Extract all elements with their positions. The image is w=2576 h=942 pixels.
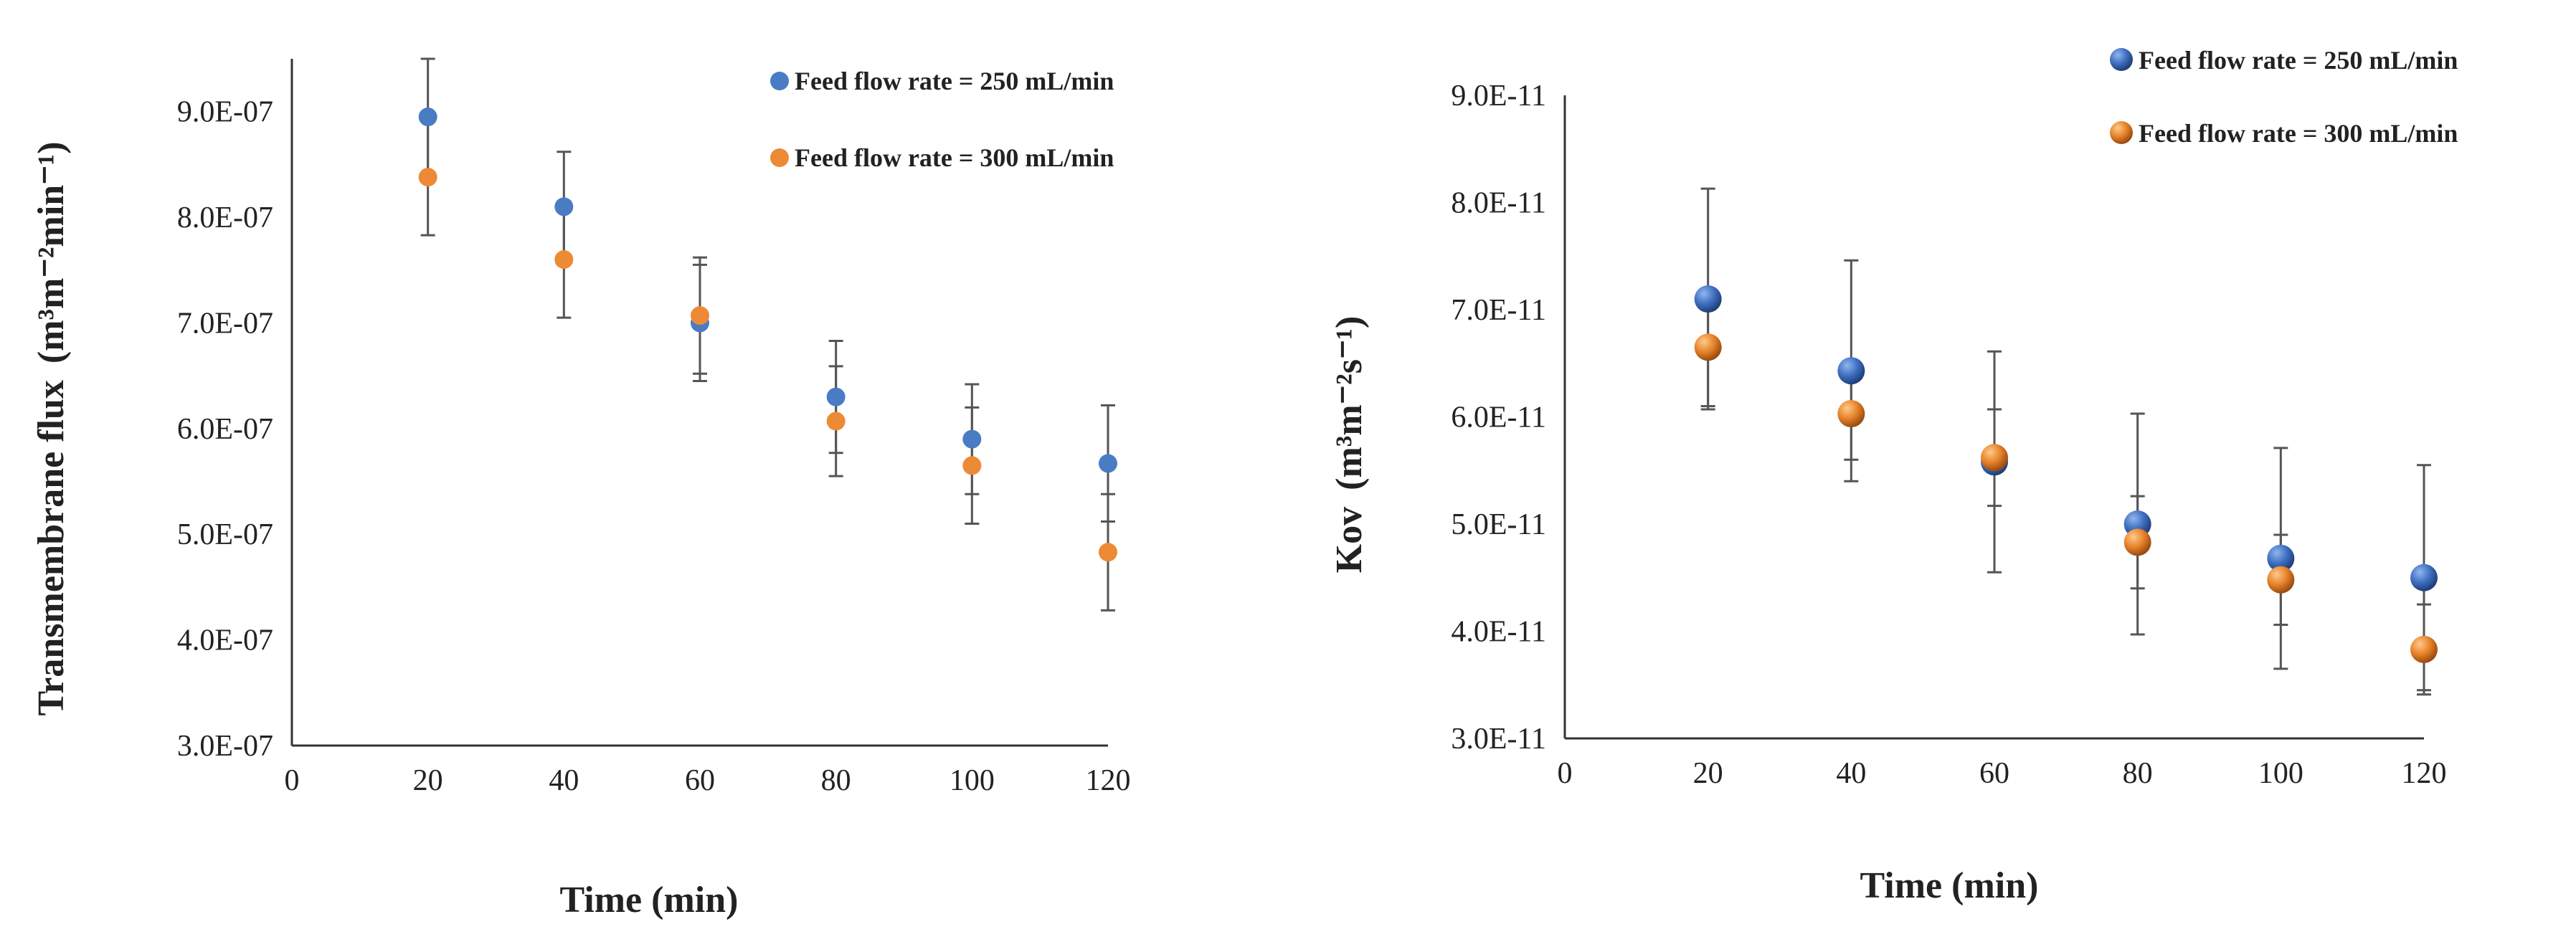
left-y-tick-label: 7.0E-07 bbox=[177, 307, 273, 340]
right-point-series-1 bbox=[1694, 285, 1722, 313]
right-y-axis-title-main: Kov bbox=[1329, 507, 1370, 573]
right-point-series-1 bbox=[2267, 544, 2295, 572]
right-y-tick-label: 3.0E-11 bbox=[1451, 723, 1546, 756]
left-point-series-1 bbox=[962, 429, 982, 449]
right-y-ticks: 3.0E-11 4.0E-11 5.0E-11 6.0E-11 7.0E-11 8.0E-… bbox=[1451, 80, 1546, 756]
left-legend-label-300: Feed flow rate = 300 mL/min bbox=[795, 143, 1114, 172]
right-y-tick-label: 4.0E-11 bbox=[1451, 616, 1546, 649]
right-y-tick-label: 5.0E-11 bbox=[1451, 508, 1546, 541]
right-y-axis-title-unit: (m³m⁻²s⁻¹) bbox=[1329, 316, 1370, 490]
left-x-tick-label: 60 bbox=[685, 764, 715, 797]
left-legend-marker-250 bbox=[770, 72, 789, 90]
right-x-tick-label: 40 bbox=[1836, 757, 1866, 790]
left-x-tick-label: 20 bbox=[413, 764, 443, 797]
right-x-tick-label: 80 bbox=[2123, 757, 2153, 790]
left-legend-label-250: Feed flow rate = 250 mL/min bbox=[795, 67, 1114, 95]
left-x-axis-title: Time (min) bbox=[560, 880, 739, 920]
right-axes bbox=[1563, 95, 2424, 740]
right-legend-label-250: Feed flow rate = 250 mL/min bbox=[2139, 46, 2458, 75]
right-legend-label-300: Feed flow rate = 300 mL/min bbox=[2139, 119, 2458, 148]
right-x-tick-label: 100 bbox=[2258, 757, 2303, 790]
right-data-points bbox=[1694, 285, 2438, 663]
left-axes bbox=[290, 59, 1108, 747]
left-legend: Feed flow rate = 250 mL/min Feed flow ra… bbox=[770, 67, 1114, 172]
right-point-series-2 bbox=[1837, 400, 1865, 428]
right-x-tick-label: 120 bbox=[2402, 757, 2447, 790]
right-point-series-2 bbox=[2410, 635, 2438, 663]
right-y-tick-label: 8.0E-11 bbox=[1451, 187, 1546, 220]
chart-right: 3.0E-11 4.0E-11 5.0E-11 6.0E-11 7.0E-11 8.0E-… bbox=[1329, 46, 2458, 906]
right-x-tick-label: 60 bbox=[1979, 757, 2009, 790]
right-error-bars bbox=[1700, 187, 2431, 696]
left-point-series-2 bbox=[1099, 543, 1117, 562]
right-legend: Feed flow rate = 250 mL/min Feed flow ra… bbox=[2110, 46, 2458, 148]
right-y-tick-label: 6.0E-11 bbox=[1451, 401, 1546, 434]
left-y-tick-label: 8.0E-07 bbox=[177, 201, 273, 234]
left-legend-marker-300 bbox=[770, 148, 789, 167]
right-y-tick-label: 7.0E-11 bbox=[1451, 294, 1546, 327]
left-point-series-2 bbox=[691, 306, 709, 325]
left-point-series-2 bbox=[418, 168, 437, 187]
left-y-tick-label: 4.0E-07 bbox=[177, 624, 273, 657]
right-point-series-1 bbox=[2410, 563, 2438, 591]
right-x-tick-label: 20 bbox=[1693, 757, 1723, 790]
chart-left: 3.0E-07 4.0E-07 5.0E-07 6.0E-07 7.0E-07 8.0E-… bbox=[31, 57, 1131, 920]
left-point-series-2 bbox=[826, 411, 846, 431]
right-x-ticks: 0 20 40 60 80 100 120 bbox=[1558, 757, 2447, 790]
right-y-axis-title: Kov (m³m⁻²s⁻¹) bbox=[1329, 316, 1370, 574]
left-error-bars bbox=[420, 57, 1115, 612]
left-y-tick-label: 3.0E-07 bbox=[177, 730, 273, 763]
left-x-tick-label: 80 bbox=[821, 764, 851, 797]
left-y-axis-title: Transmembrane flux (m³m⁻²min⁻¹) bbox=[31, 141, 72, 715]
left-x-tick-label: 40 bbox=[549, 764, 579, 797]
left-y-ticks: 3.0E-07 4.0E-07 5.0E-07 6.0E-07 7.0E-07 8.0E-… bbox=[177, 96, 273, 763]
right-x-axis-title: Time (min) bbox=[1860, 865, 2039, 906]
left-point-series-1 bbox=[1099, 454, 1117, 473]
right-point-series-2 bbox=[2123, 528, 2151, 556]
left-y-tick-label: 5.0E-07 bbox=[177, 518, 273, 551]
right-x-tick-label: 0 bbox=[1558, 757, 1573, 790]
right-legend-marker-300 bbox=[2110, 121, 2133, 144]
right-legend-marker-250 bbox=[2110, 48, 2133, 71]
right-point-series-1 bbox=[1837, 357, 1865, 385]
left-x-ticks: 0 20 40 60 80 100 120 bbox=[285, 764, 1131, 797]
left-point-series-2 bbox=[962, 456, 982, 475]
left-x-tick-label: 100 bbox=[950, 764, 995, 797]
left-data-points bbox=[418, 108, 1117, 562]
right-point-series-2 bbox=[2267, 566, 2295, 594]
left-y-axis-title-main: Transmembrane flux bbox=[31, 380, 72, 715]
right-point-series-2 bbox=[1981, 444, 2008, 472]
left-x-tick-label: 0 bbox=[285, 764, 300, 797]
left-y-axis-title-unit: (m³m⁻²min⁻¹) bbox=[31, 141, 72, 363]
left-point-series-2 bbox=[554, 250, 574, 270]
left-y-tick-label: 9.0E-07 bbox=[177, 96, 273, 129]
left-y-tick-label: 6.0E-07 bbox=[177, 413, 273, 446]
left-point-series-1 bbox=[418, 108, 437, 127]
left-point-series-1 bbox=[554, 197, 574, 217]
left-x-tick-label: 120 bbox=[1086, 764, 1131, 797]
right-point-series-2 bbox=[1694, 333, 1722, 361]
right-y-tick-label: 9.0E-11 bbox=[1451, 80, 1546, 113]
left-point-series-1 bbox=[826, 387, 846, 406]
